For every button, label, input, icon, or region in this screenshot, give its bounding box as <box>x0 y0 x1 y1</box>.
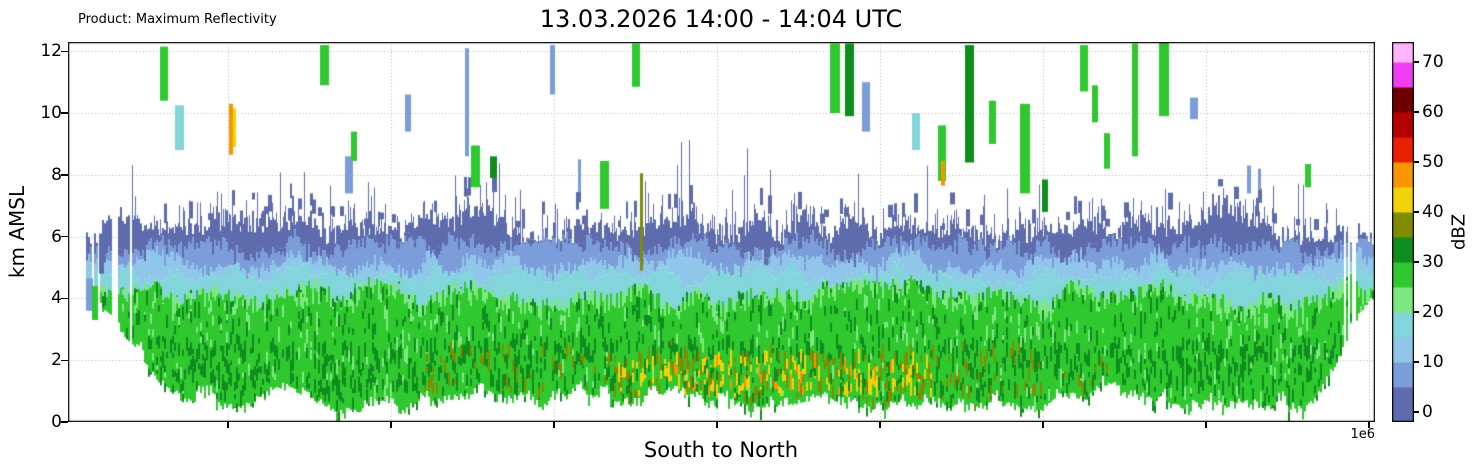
colorbar-tick-label: 10 <box>1422 352 1444 372</box>
x-axis-label: South to North <box>643 438 799 462</box>
y-tick-label: 2 <box>51 350 62 371</box>
y-tick-label: 6 <box>51 226 62 247</box>
colorbar-tick-label: 0 <box>1422 402 1433 422</box>
colorbar-tick-mark <box>1414 261 1419 263</box>
x-tick-mark <box>1368 422 1370 428</box>
y-tick-mark <box>61 297 68 300</box>
colorbar-canvas <box>1392 42 1414 422</box>
x-tick-mark <box>553 422 555 428</box>
colorbar-tick-mark <box>1414 411 1419 413</box>
colorbar-tick-mark <box>1414 311 1419 313</box>
x-tick-mark <box>1205 422 1207 428</box>
x-axis-offset-label: 1e6 <box>1350 427 1375 442</box>
chart-title: 13.03.2026 14:00 - 14:04 UTC <box>539 5 903 33</box>
colorbar-tick-label: 60 <box>1422 102 1444 122</box>
product-label: Product: Maximum Reflectivity <box>78 12 277 27</box>
y-tick-mark <box>61 174 68 176</box>
colorbar-tick-label: 40 <box>1422 202 1444 222</box>
y-tick-label: 12 <box>40 41 62 62</box>
y-tick-label: 0 <box>51 412 62 432</box>
x-tick-mark <box>1042 422 1044 428</box>
colorbar-tick-label: 30 <box>1422 252 1444 272</box>
y-tick-mark <box>61 235 68 238</box>
reflectivity-heatmap-canvas <box>68 42 1375 422</box>
colorbar-tick-label: 50 <box>1422 152 1444 172</box>
x-tick-mark <box>390 422 392 428</box>
y-tick-mark <box>61 112 68 114</box>
x-tick-mark <box>879 422 881 428</box>
colorbar-tick-mark <box>1414 211 1419 213</box>
colorbar-tick-label: 20 <box>1422 302 1444 322</box>
colorbar-tick-mark <box>1414 161 1419 163</box>
colorbar-tick-label: 70 <box>1422 52 1444 72</box>
plot-area <box>68 42 1375 422</box>
colorbar-label: dBZ <box>1448 213 1470 251</box>
y-tick-mark <box>61 359 68 361</box>
y-tick-label: 4 <box>51 288 62 309</box>
y-tick-mark <box>61 421 68 423</box>
colorbar-tick-mark <box>1414 111 1419 113</box>
colorbar-tick-mark <box>1414 361 1419 363</box>
colorbar-tick-mark <box>1414 61 1419 63</box>
x-tick-mark <box>227 422 229 428</box>
y-tick-label: 10 <box>40 103 62 124</box>
x-tick-mark <box>716 422 718 428</box>
colorbar <box>1392 42 1414 422</box>
y-tick-label: 8 <box>51 164 62 185</box>
y-tick-mark <box>61 50 68 52</box>
